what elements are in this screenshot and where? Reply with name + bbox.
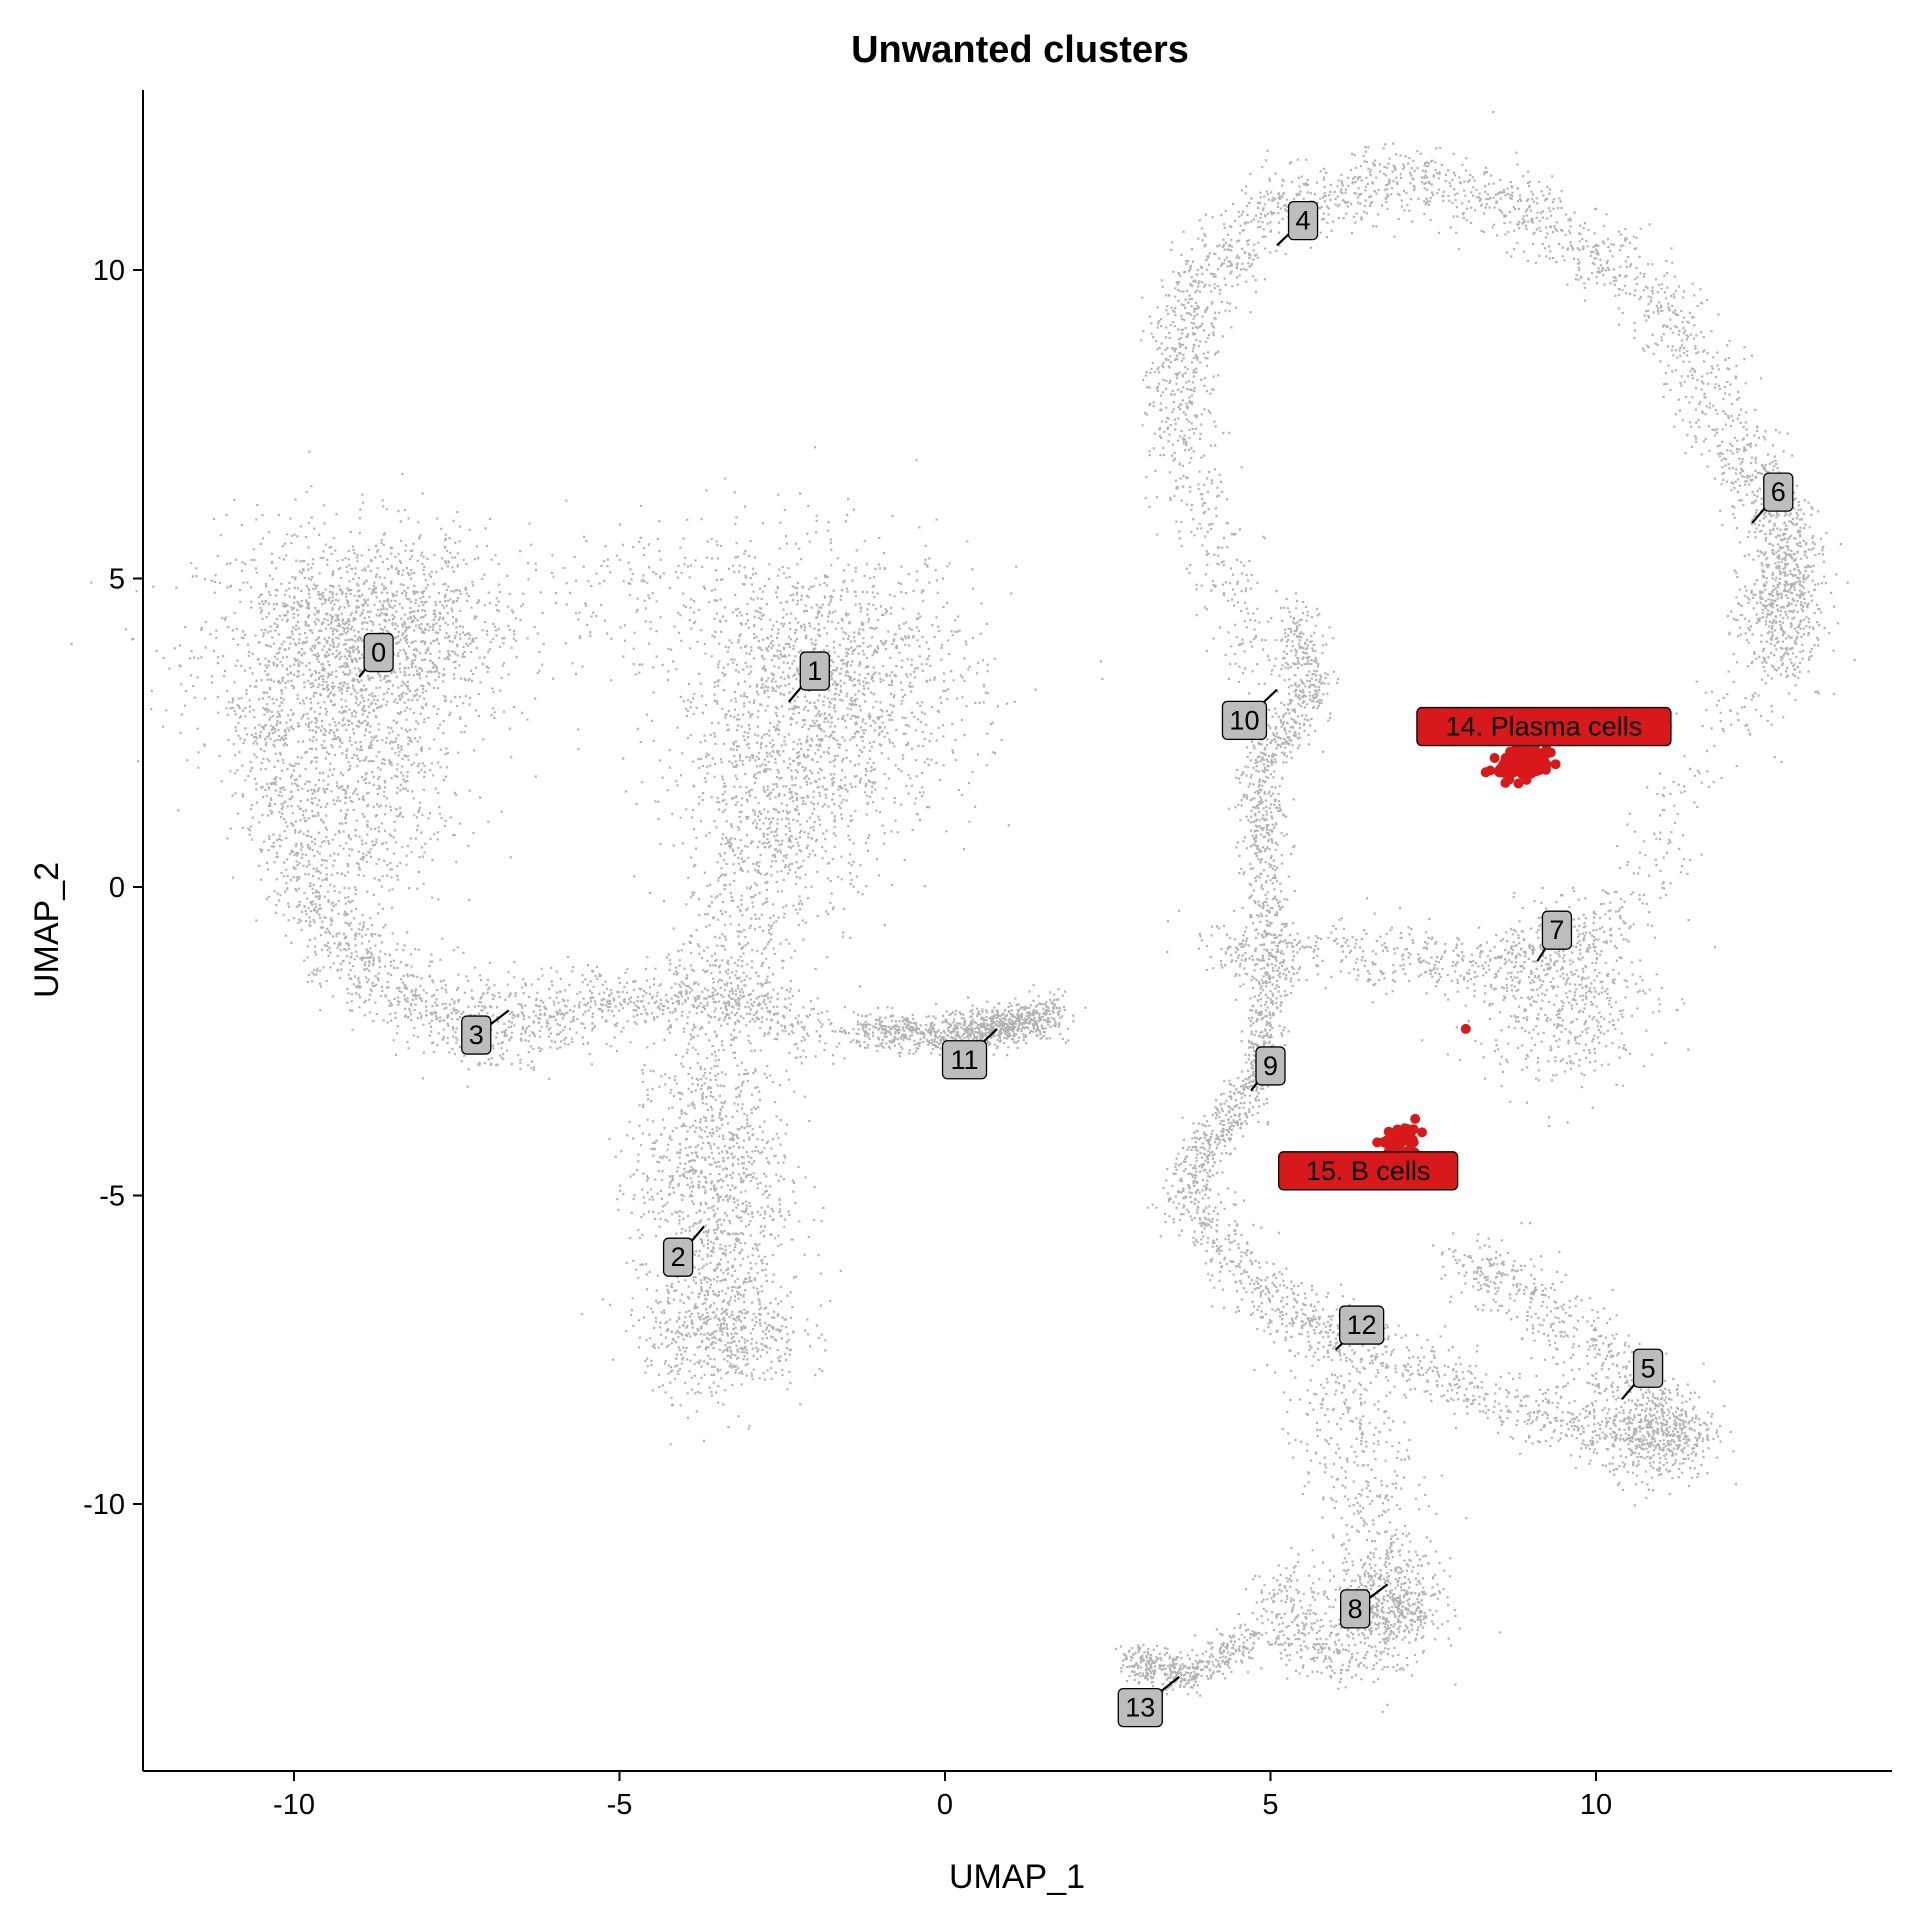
- label-box: [1339, 1589, 1371, 1629]
- highlight-point: [1513, 778, 1524, 789]
- highlight-point: [1521, 774, 1532, 785]
- highlight-point: [1392, 1124, 1403, 1135]
- label-text: 3: [469, 1020, 484, 1050]
- highlight-point: [1520, 764, 1530, 775]
- label-text: 2: [671, 1242, 686, 1272]
- label-box: [1221, 700, 1268, 741]
- label-box: [1287, 200, 1319, 241]
- highlight-point: [1485, 765, 1496, 776]
- highlight-point: [1540, 764, 1551, 775]
- label-box: [461, 1015, 492, 1055]
- highlight-point: [1509, 767, 1520, 777]
- highlight-point: [1541, 744, 1552, 755]
- x-tick-label: -5: [607, 1789, 633, 1821]
- x-tick-label: 5: [1262, 1789, 1278, 1821]
- highlight-label-1: 15. B cells: [1278, 1151, 1459, 1191]
- label-box: [941, 1040, 988, 1080]
- cluster-label-5: 5: [1621, 1348, 1664, 1400]
- label-text: 1: [807, 656, 822, 686]
- y-tick-label: 10: [93, 255, 125, 287]
- cluster-label-3: 3: [461, 1009, 510, 1055]
- y-axis-label: UMAP_2: [28, 862, 66, 998]
- label-box: [1763, 472, 1794, 512]
- highlight-point: [1512, 757, 1522, 768]
- cluster-label-7: 7: [1536, 910, 1573, 962]
- label-text: 7: [1549, 915, 1564, 945]
- highlight-point: [1500, 777, 1511, 788]
- cluster-label-4: 4: [1276, 200, 1319, 247]
- highlight-point: [1378, 1137, 1389, 1148]
- highlight-point: [1499, 757, 1510, 767]
- label-text: 15. B cells: [1306, 1156, 1431, 1186]
- y-tick-label: -5: [99, 1181, 125, 1213]
- highlight-point: [1527, 743, 1538, 754]
- label-text: 6: [1771, 477, 1786, 507]
- cluster-label-2: 2: [662, 1225, 705, 1277]
- cluster-label-11: 11: [941, 1028, 998, 1080]
- highlight-point: [1405, 1129, 1416, 1140]
- label-box: [1541, 910, 1573, 950]
- y-tick-label: 0: [109, 872, 125, 904]
- highlight-point: [1396, 1134, 1407, 1145]
- label-text: 4: [1296, 206, 1311, 236]
- label-text: 14. Plasma cells: [1446, 712, 1643, 742]
- cluster-label-9: 9: [1250, 1046, 1286, 1092]
- label-text: 5: [1641, 1353, 1656, 1383]
- x-axis-label: UMAP_1: [949, 1858, 1085, 1896]
- y-tick-label: -10: [83, 1489, 125, 1521]
- highlight-point: [1494, 766, 1504, 777]
- cluster-label-6: 6: [1751, 472, 1794, 524]
- label-box: [662, 1237, 694, 1277]
- label-box: [363, 632, 394, 673]
- label-box: [1255, 1046, 1286, 1086]
- cluster-label-1: 1: [787, 651, 830, 703]
- label-text: 11: [951, 1045, 979, 1075]
- label-text: 0: [371, 638, 386, 668]
- label-text: 10: [1229, 705, 1259, 735]
- highlight-label-0: 14. Plasma cells: [1416, 706, 1672, 747]
- label-box: [1338, 1305, 1385, 1345]
- cluster-label-8: 8: [1339, 1583, 1389, 1629]
- label-box: [799, 651, 830, 691]
- axes: [142, 90, 1892, 1772]
- x-tick-label: 10: [1580, 1789, 1612, 1821]
- cluster-label-10: 10: [1221, 688, 1278, 741]
- highlight-point: [1460, 1023, 1471, 1034]
- label-box: [1416, 706, 1672, 747]
- cluster-label-0: 0: [358, 632, 394, 678]
- label-text: 13: [1125, 1693, 1155, 1723]
- x-tick-label: -10: [273, 1789, 315, 1821]
- label-box: [1117, 1687, 1163, 1728]
- label-text: 9: [1263, 1051, 1278, 1081]
- cluster-label-12: 12: [1334, 1305, 1385, 1351]
- chart-title: Unwanted clusters: [851, 29, 1189, 71]
- highlight-point: [1550, 759, 1561, 770]
- cluster-label-13: 13: [1117, 1675, 1181, 1728]
- label-box: [1278, 1151, 1459, 1191]
- label-text: 8: [1348, 1594, 1363, 1624]
- highlight-point: [1505, 746, 1516, 757]
- y-tick-label: 5: [109, 564, 125, 596]
- highlight-point: [1410, 1113, 1421, 1124]
- label-box: [1632, 1348, 1664, 1388]
- highlight-point: [1524, 756, 1534, 767]
- x-tick-label: 0: [937, 1789, 953, 1821]
- highlight-point: [1417, 1127, 1427, 1138]
- highlight-point: [1489, 753, 1500, 763]
- label-text: 12: [1347, 1310, 1377, 1340]
